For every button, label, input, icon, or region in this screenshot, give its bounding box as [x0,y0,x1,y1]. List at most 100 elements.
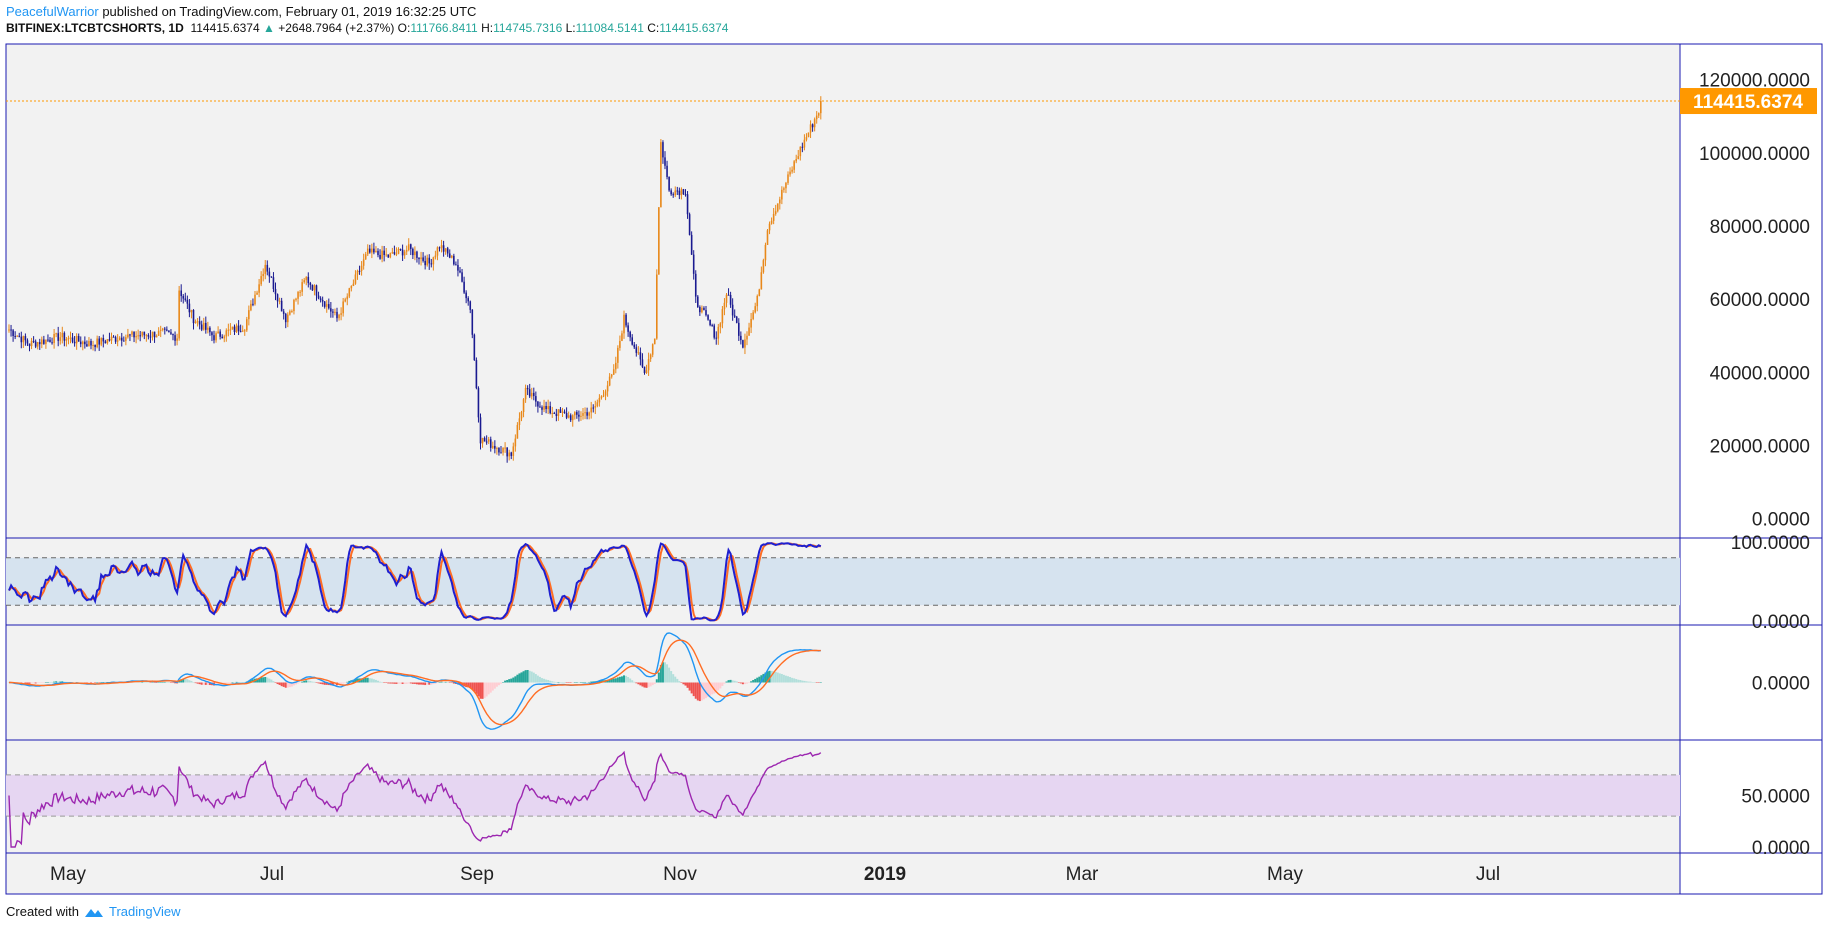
macd-hist-bar [32,682,35,684]
candle-body [500,452,502,454]
candle [680,187,683,200]
candle [223,334,226,343]
macd-hist-bar [372,679,375,683]
price-tick-label: 100000.0000 [1699,144,1810,165]
macd-hist-bar [94,682,97,683]
candle [781,186,783,205]
candle [399,248,402,251]
candle-body [12,330,14,337]
candle-body [346,296,349,300]
candle [328,298,330,310]
x-tick-label: Mar [1066,864,1099,885]
candle-body [608,376,611,386]
candle-body [738,322,740,336]
candle [586,407,588,420]
candle-body [432,257,435,265]
candle-body [653,338,656,345]
candle [215,331,217,343]
candle [635,344,638,357]
candle [604,389,607,401]
macd-hist-bar [770,670,773,683]
close-value: 114415.6374 [659,21,729,35]
macd-hist-bar [268,678,271,683]
candle-body [237,325,240,332]
macd-hist-bar [711,682,714,695]
macd-hist-bar [256,678,259,683]
candle-body [662,142,664,158]
candle [594,400,597,415]
candle-body [574,412,576,416]
candle [79,336,82,348]
macd-hist-bar [49,682,51,683]
macd-hist-bar [676,678,679,683]
macd-hist-bar [737,682,740,683]
macd-hist-bar [194,682,197,684]
candle [10,324,12,337]
candle-body [79,341,82,345]
candle-body [184,298,187,300]
candle [524,384,527,403]
candle-body [287,314,289,323]
macd-hist-bar [102,682,105,683]
candle-body [67,338,70,340]
candle [723,298,726,316]
candle-body [563,411,566,414]
candle [184,292,187,302]
candle [256,290,258,295]
candle [574,411,576,420]
candle [668,176,670,192]
macd-hist-bar [688,682,691,691]
candle [758,288,761,297]
candle-body [180,290,182,297]
candle-body [387,254,390,258]
candle [311,284,314,291]
candle [444,248,447,255]
candle [147,333,150,340]
candle [600,395,603,400]
candle-body [401,249,404,256]
candle-body [756,295,759,307]
candle [182,294,185,304]
macd-hist-bar [227,682,230,684]
chart-canvas[interactable]: 0.0000 20000.0000 40000.0000 60000.0000 8000… [0,0,1828,900]
candle-body [172,333,174,336]
candle-body [127,334,129,338]
candle-body [194,321,197,324]
candle [442,240,445,257]
candle [118,336,121,341]
candle-body [727,294,730,296]
candle-body [164,328,166,330]
candle [694,270,697,303]
macd-hist-bar [534,674,537,683]
price-tick-label: 60000.0000 [1710,290,1810,311]
macd-hist-bar [645,682,648,688]
macd-hist-bar [165,682,168,683]
candle [297,290,299,305]
macd-hist-bar [333,682,336,686]
candle-body [266,264,269,272]
candle [246,316,248,332]
tradingview-brand-link[interactable]: TradingView [108,904,181,919]
macd-hist-bar [278,682,281,685]
macd-hist-bar [24,682,27,684]
candle [114,335,117,344]
candle [428,254,431,270]
macd-hist-bar [610,678,613,683]
candle-body [813,119,816,128]
author-link[interactable]: PeacefulWarrior [6,4,99,19]
candle-body [690,234,693,255]
candle-body [512,446,515,456]
candle [235,323,238,334]
candle [291,309,293,313]
macd-hist-bar [600,680,603,683]
candle [38,338,41,350]
macd-hist-bar [440,681,443,683]
candle [569,413,572,422]
candle-body [69,337,72,339]
macd-hist-bar [295,682,297,685]
last-price-badge [1680,88,1817,115]
candle [684,189,687,197]
candle [520,410,523,422]
candle [567,411,570,419]
candle [323,301,326,309]
